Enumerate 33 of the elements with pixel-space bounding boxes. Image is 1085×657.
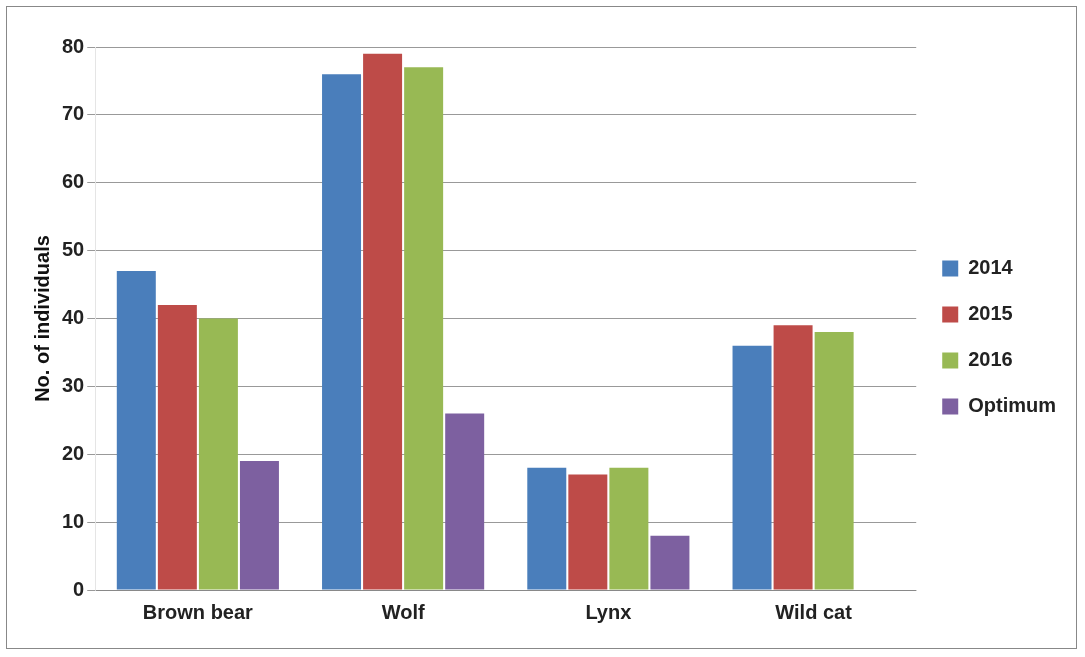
y-tick-label: 60 [62, 170, 85, 193]
x-tick-label: Wolf [381, 600, 425, 623]
y-tick-label: 50 [62, 238, 85, 261]
bar [732, 345, 772, 590]
bar [116, 270, 156, 590]
y-tick-label: 20 [62, 441, 85, 464]
x-tick-label: Brown bear [142, 600, 254, 623]
bar [157, 304, 197, 590]
y-tick-label: 0 [73, 577, 85, 600]
legend-label: 2016 [968, 348, 1013, 371]
y-tick-label: 80 [62, 34, 85, 57]
y-axis-title: No. of individuals [30, 235, 53, 402]
y-tick-label: 30 [62, 373, 85, 396]
bar [773, 325, 813, 590]
y-tick-label: 40 [62, 306, 85, 329]
bar [363, 53, 403, 590]
x-tick-label: Wild cat [775, 600, 853, 623]
bar [239, 461, 279, 590]
bar [568, 474, 608, 590]
bar [322, 74, 362, 590]
legend-label: 2015 [968, 302, 1013, 325]
legend-label: 2014 [968, 256, 1014, 279]
bar [198, 318, 238, 590]
x-tick-label: Lynx [585, 600, 632, 623]
bar [609, 467, 649, 590]
bar [527, 467, 567, 590]
y-tick-label: 70 [62, 102, 85, 125]
legend-label: Optimum [968, 394, 1057, 417]
bar [814, 332, 854, 590]
y-tick-label: 10 [62, 509, 85, 532]
bar [650, 535, 690, 590]
bar [404, 67, 444, 590]
bar [445, 413, 485, 590]
